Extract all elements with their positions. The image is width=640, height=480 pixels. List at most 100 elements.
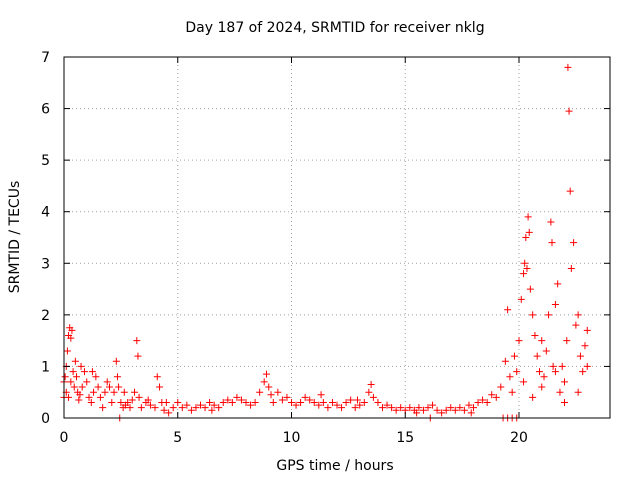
data-point [224,396,232,404]
data-point [369,393,377,401]
data-point [583,326,591,334]
data-point [208,406,216,414]
data-point [508,388,516,396]
data-point [106,383,113,391]
data-point [406,404,414,412]
data-point [80,368,88,376]
data-point [583,362,591,370]
data-point [256,388,264,396]
data-point [488,391,496,399]
data-point [561,378,568,386]
data-point [529,393,537,401]
plot-frame [63,56,611,419]
data-point [574,311,582,319]
data-point [219,399,227,407]
data-point [113,373,121,381]
data-point [365,388,373,396]
data-point [269,399,277,407]
data-point [210,401,218,409]
data-point [71,357,79,365]
data-point [504,306,512,314]
data-point [133,337,141,345]
data-point [174,399,182,407]
data-point [67,334,75,342]
data-point [561,399,568,407]
data-point [526,285,534,293]
data-point [87,399,95,407]
data-point [68,326,76,334]
data-point [549,362,557,370]
data-point [197,401,204,409]
data-point [367,380,375,388]
y-tick-label: 4 [41,205,50,221]
data-point [574,388,582,396]
data-point [360,399,368,407]
data-point [353,396,361,404]
data-point [522,234,530,241]
data-point [112,357,120,365]
data-point [96,393,104,401]
data-point [178,404,186,412]
data-point [103,378,111,386]
y-tick-label: 0 [41,411,50,427]
data-point [78,383,86,391]
data-point [120,388,128,396]
data-point [292,401,300,409]
data-point [169,404,177,412]
data-point [126,404,134,412]
data-point [99,404,107,412]
data-point [576,352,584,360]
data-point [347,396,355,404]
y-tick-label: 3 [41,256,50,272]
data-point [342,399,350,407]
data-point [283,393,291,401]
x-tick-label: 15 [396,430,414,446]
data-point [317,391,325,399]
data-point [567,264,575,272]
data-point [242,399,250,407]
data-point [162,399,170,407]
data-point [324,404,332,412]
data-point [547,218,555,226]
x-tick-label: 10 [283,430,301,446]
data-point [69,368,77,376]
data-point [110,388,118,396]
data-point [247,401,255,409]
data-point [517,295,525,303]
data-point [351,404,359,412]
data-point [134,352,142,360]
data-point [156,383,164,391]
data-point [151,404,159,412]
data-point [525,228,533,236]
data-point [187,406,195,414]
data-point [524,213,532,221]
data-points [60,63,591,422]
data-point [556,388,564,396]
data-point [465,401,473,409]
data-point [424,404,432,412]
chart-title: Day 187 of 2024, SRMTID for receiver nkl… [185,20,484,36]
data-point [206,399,214,407]
data-point [474,399,482,407]
data-point [301,393,309,401]
data-point [379,404,386,412]
data-point [572,321,580,329]
data-point [501,357,509,365]
data-point [265,383,273,391]
data-point [83,378,91,386]
data-point [67,378,75,386]
data-point [413,409,421,417]
y-tick-label: 7 [41,50,50,66]
data-point [563,337,571,345]
data-point [85,393,93,401]
data-point [565,107,573,115]
data-point [470,404,477,412]
data-point [558,362,566,370]
data-point [510,352,518,360]
data-point [115,383,123,391]
data-point [267,391,275,399]
data-point [117,399,125,407]
data-point [548,239,556,247]
data-point [160,406,168,414]
